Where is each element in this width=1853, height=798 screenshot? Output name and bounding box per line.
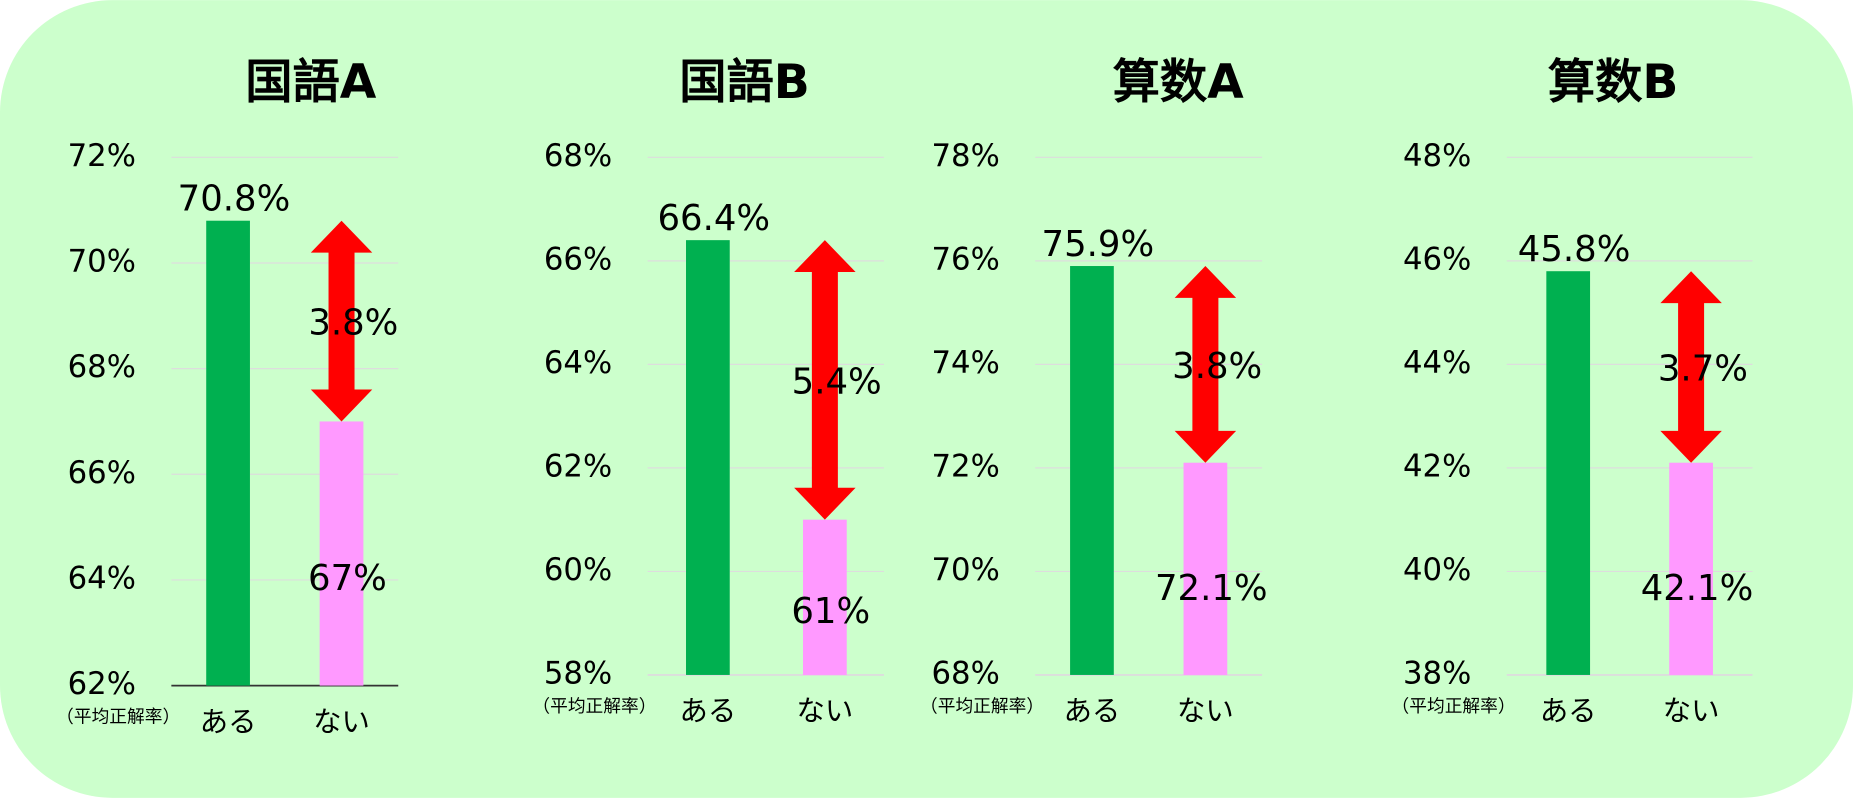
value-label: 45.8%	[1518, 229, 1631, 270]
bar	[803, 519, 847, 675]
y-tick-label: 60%	[544, 552, 612, 588]
x-tick-label: ある	[1064, 695, 1121, 728]
y-tick-label: 68%	[544, 138, 612, 174]
y-tick-label: 58%	[544, 655, 612, 691]
y-tick-label: 48%	[1403, 138, 1471, 174]
bar	[1183, 462, 1228, 675]
y-tick-label: 64%	[544, 345, 612, 381]
value-label: 75.9%	[1042, 224, 1155, 265]
value-label: 66.4%	[657, 198, 770, 239]
bar	[1546, 271, 1591, 675]
chart-title: 国語A	[245, 55, 377, 110]
y-tick-label: 68%	[931, 655, 999, 691]
y-tick-label: 62%	[68, 666, 136, 702]
bar	[1669, 462, 1713, 675]
x-tick-label: ない	[1663, 695, 1720, 728]
difference-label: 3.8%	[1172, 346, 1262, 387]
value-label: 70.8%	[178, 179, 291, 220]
chart-title: 国語B	[679, 55, 810, 110]
difference-arrow	[310, 220, 373, 422]
y-tick-label: 64%	[68, 560, 136, 596]
x-tick-label: ある	[200, 705, 257, 738]
y-tick-label: 38%	[1403, 655, 1471, 691]
y-tick-label: 68%	[68, 349, 136, 385]
difference-arrow	[794, 240, 856, 520]
y-axis-label: （平均正解率）	[56, 706, 180, 727]
x-tick-label: ある	[1540, 695, 1597, 728]
difference-arrow	[1660, 271, 1722, 463]
y-tick-label: 78%	[931, 138, 999, 174]
difference-label: 5.4%	[792, 361, 882, 402]
bar	[1070, 266, 1114, 675]
y-tick-label: 66%	[68, 455, 136, 491]
x-tick-label: ない	[797, 695, 854, 728]
chart-title: 算数A	[1113, 55, 1245, 110]
x-tick-label: ある	[680, 695, 737, 728]
chart-title: 算数B	[1548, 55, 1679, 110]
y-tick-label: 46%	[1403, 241, 1471, 277]
value-label: 67%	[308, 558, 387, 599]
y-tick-label: 40%	[1403, 552, 1471, 588]
y-tick-label: 72%	[931, 448, 999, 484]
value-label: 72.1%	[1155, 568, 1268, 609]
y-tick-label: 70%	[68, 243, 136, 279]
y-axis-label: （平均正解率）	[532, 696, 656, 717]
x-tick-label: ない	[313, 705, 370, 738]
difference-label: 3.7%	[1658, 349, 1748, 390]
y-tick-label: 76%	[931, 241, 999, 277]
difference-label: 3.8%	[308, 303, 398, 344]
value-label: 61%	[791, 591, 870, 632]
y-tick-label: 70%	[931, 552, 999, 588]
x-tick-label: ない	[1177, 695, 1234, 728]
y-axis-label: （平均正解率）	[920, 696, 1044, 717]
bar	[206, 220, 250, 686]
bar	[319, 421, 364, 686]
y-tick-label: 72%	[68, 138, 136, 174]
difference-arrow	[1174, 266, 1237, 463]
value-label: 42.1%	[1641, 568, 1754, 609]
y-tick-label: 62%	[544, 448, 612, 484]
y-tick-label: 42%	[1403, 448, 1471, 484]
y-tick-label: 66%	[544, 241, 612, 277]
y-tick-label: 74%	[931, 345, 999, 381]
y-tick-label: 44%	[1403, 345, 1471, 381]
bar	[686, 240, 730, 675]
y-axis-label: （平均正解率）	[1392, 696, 1516, 717]
